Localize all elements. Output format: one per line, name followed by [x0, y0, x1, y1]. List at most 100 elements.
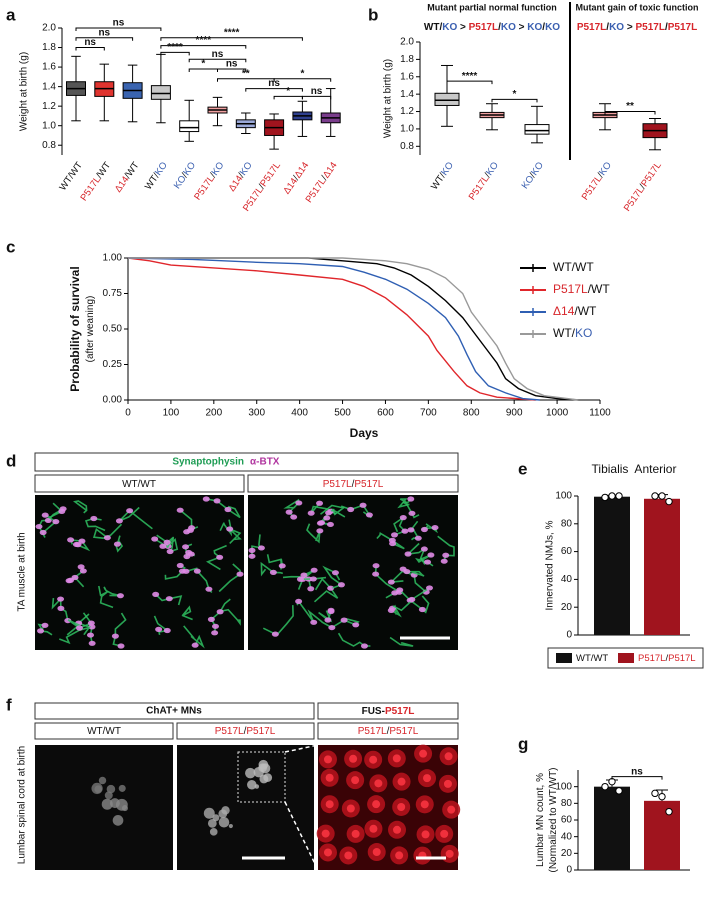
x-tick-label: Δ14/Δ14 [281, 160, 311, 196]
y-tick-label: 1.2 [400, 106, 414, 117]
significance-label: * [300, 68, 304, 79]
label-part: P517L [215, 726, 244, 737]
significance-bracket [301, 95, 332, 100]
heading: Mutant partial normal function [427, 2, 557, 12]
btx-signal [113, 541, 121, 547]
column-label: P517L/P517L [358, 726, 419, 737]
synaptophysin-signal [37, 623, 53, 636]
significance-bracket [160, 51, 190, 56]
mn-signal [121, 805, 128, 812]
nucleus-signal [374, 779, 383, 788]
label-part: / [94, 172, 105, 181]
box [150, 85, 171, 100]
label-part: WT [576, 653, 591, 664]
y-tick-label: 2.0 [400, 37, 414, 48]
x-tick-label: WT/KO [143, 160, 170, 192]
x-tick-label: 500 [334, 408, 351, 419]
label-part: KO [609, 22, 624, 33]
synaptophysin-signal [389, 636, 414, 647]
btx-signal [337, 582, 345, 588]
header-box [317, 722, 459, 740]
label-part: WT [122, 479, 138, 490]
btx-signal [360, 643, 368, 649]
label-part: / [572, 326, 576, 340]
btx-signal [166, 548, 174, 555]
btx-signal [431, 524, 439, 531]
label-part: WT [424, 22, 440, 33]
mn-signal [203, 807, 215, 819]
nucleus-signal [325, 773, 334, 782]
panel-label: f [6, 695, 12, 714]
label-part: / [352, 479, 355, 490]
label-part: / [244, 726, 247, 737]
label-part: P517L [638, 653, 665, 664]
nucleus-signal [397, 777, 406, 786]
nucleus-signal [445, 849, 454, 858]
mn-signal [263, 773, 273, 782]
significance-bracket [604, 111, 656, 115]
btx-signal [352, 622, 360, 628]
label-part: Δ14 [553, 304, 575, 318]
nucleus-signal [443, 779, 452, 788]
x-tick-label: 700 [420, 408, 437, 419]
label-part: WT [87, 726, 103, 737]
btx-signal [41, 512, 49, 518]
label-part: P517L [323, 479, 352, 490]
y-tick-label: 0.50 [103, 324, 123, 335]
bar [644, 498, 680, 635]
bar [644, 800, 680, 870]
btx-signal [324, 617, 332, 623]
legend-swatch [618, 653, 634, 663]
nucleus-signal [351, 829, 360, 838]
significance-bracket [217, 68, 247, 73]
column-label: WT/WT [122, 479, 156, 490]
nucleus-signal [321, 829, 330, 838]
mn-signal [247, 779, 257, 790]
btx-signal [165, 596, 173, 602]
label-part: WT [105, 726, 121, 737]
survival-curve [127, 257, 536, 401]
label-part: P517L [385, 706, 414, 717]
significance-label: ns [226, 59, 238, 70]
btx-signal [88, 640, 96, 646]
label-part: / [527, 171, 538, 180]
x-tick-label: P517L/P517L [621, 160, 663, 214]
btx-signal [211, 630, 219, 636]
btx-signal [326, 521, 334, 528]
mn-signal [94, 785, 103, 793]
y-tick-label: 0.25 [103, 359, 123, 370]
btx-signal [331, 570, 339, 576]
label-part: KO [442, 22, 457, 33]
mn-signal [98, 776, 107, 785]
nucleus-signal [323, 755, 332, 764]
synaptophysin-signal [205, 544, 227, 571]
btx-signal [44, 517, 52, 524]
btx-signal [79, 568, 87, 574]
nucleus-signal [395, 851, 404, 860]
nucleus-signal [420, 800, 429, 809]
data-point [665, 807, 673, 816]
btx-signal [193, 568, 201, 574]
btx-signal [211, 623, 219, 629]
btx-signal [269, 569, 277, 575]
label-part: / [595, 171, 606, 180]
panel-label: b [368, 5, 378, 24]
significance-label: ns [113, 18, 125, 29]
data-point [601, 782, 609, 791]
y-axis-label: (Normalized to WT/WT) [548, 767, 559, 872]
y-tick-label: 60 [561, 546, 573, 557]
panel-label: g [518, 734, 528, 753]
btx-signal [116, 593, 124, 599]
y-axis-label: Lumbar MN count, % [535, 773, 546, 867]
data-point [658, 792, 666, 801]
btx-signal [75, 625, 83, 631]
label-part: / [637, 182, 648, 191]
data-point [601, 493, 609, 502]
y-tick-label: 1.8 [400, 54, 414, 65]
label-part: WT [593, 653, 608, 664]
btx-signal [347, 506, 355, 513]
x-axis-label: Days [350, 426, 379, 440]
synaptophysin-signal [112, 612, 127, 647]
y-tick-label: 1.4 [42, 81, 56, 92]
mn-signal [228, 823, 233, 829]
